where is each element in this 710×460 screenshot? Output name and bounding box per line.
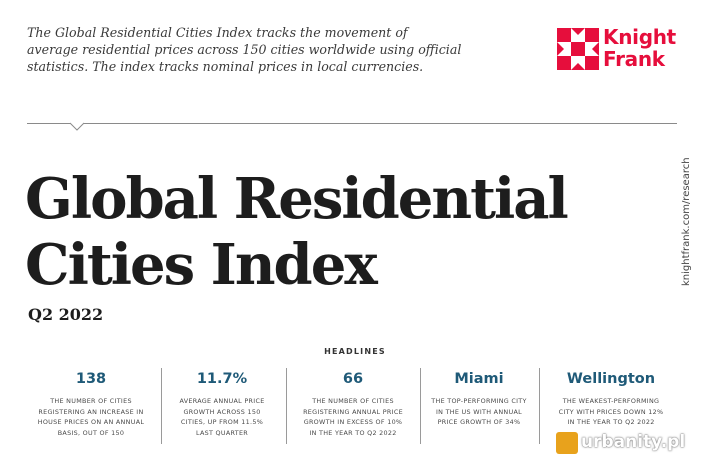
logo-line: Knight <box>603 25 676 49</box>
stat-desc-line: GROWTH IN EXCESS OF 10% <box>303 418 403 426</box>
stat-desc-line: THE NUMBER OF CITIES <box>312 397 394 405</box>
intro-line: statistics. The index tracks nominal pri… <box>27 59 424 74</box>
stat-desc-line: REGISTERING AN INCREASE IN <box>38 407 144 416</box>
stat-desc-line: GROWTH ACROSS 150 <box>183 407 261 416</box>
stat-desc-line: BASIS, OUT OF 150 <box>57 428 125 437</box>
stat-value: 66 <box>342 371 364 387</box>
stat-description: THE NUMBER OF CITIES REGISTERING AN INCR… <box>28 396 154 438</box>
stat-desc-line: AVERAGE ANNUAL PRICE <box>179 397 265 405</box>
intro-line: average residential prices across 150 ci… <box>27 42 462 57</box>
stat-value: 138 <box>75 371 107 387</box>
knight-frank-logo-icon <box>557 28 599 70</box>
stat-desc-line: HOUSE PRICES ON AN ANNUAL <box>37 418 145 426</box>
stat-desc-line: THE WEAKEST-PERFORMING <box>562 397 660 405</box>
stat-desc-line: PRICE GROWTH OF 34% <box>437 418 521 426</box>
stat-desc-line: CITIES, UP FROM 11.5% <box>180 418 264 426</box>
page-title: Global Residential Cities Index <box>25 166 665 298</box>
stat-description: THE NUMBER OF CITIES REGISTERING ANNUAL … <box>290 396 416 438</box>
divider-notch-icon <box>70 122 84 131</box>
stat-desc-line: CITY WITH PRICES DOWN 12% <box>558 407 664 416</box>
title-line: Global Residential <box>25 166 569 232</box>
stat-divider <box>286 368 287 444</box>
headlines-heading: HEADLINES <box>324 347 386 356</box>
logo-wordmark: Knight Frank <box>603 26 676 70</box>
intro-line: The Global Residential Cities Index trac… <box>27 25 408 40</box>
stat-card: Miami THE TOP-PERFORMING CITY IN THE US … <box>416 366 542 460</box>
stat-divider <box>539 368 540 444</box>
stat-card: 11.7% AVERAGE ANNUAL PRICE GROWTH ACROSS… <box>159 366 285 460</box>
stat-card: Wellington THE WEAKEST-PERFORMING CITY W… <box>548 366 674 460</box>
stat-divider <box>161 368 162 444</box>
stat-card: 138 THE NUMBER OF CITIES REGISTERING AN … <box>28 366 154 460</box>
stat-divider <box>420 368 421 444</box>
logo-line: Frank <box>603 47 665 71</box>
stat-description: THE TOP-PERFORMING CITY IN THE US WITH A… <box>416 396 542 428</box>
stat-card: 66 THE NUMBER OF CITIES REGISTERING ANNU… <box>290 366 416 460</box>
side-url-link[interactable]: knightfrank.com/research <box>681 157 692 286</box>
stat-desc-line: IN THE YEAR TO Q2 2022 <box>567 418 655 426</box>
stat-desc-line: THE NUMBER OF CITIES <box>50 397 132 405</box>
stat-description: AVERAGE ANNUAL PRICE GROWTH ACROSS 150 C… <box>159 396 285 438</box>
stat-value: Miami <box>454 371 504 387</box>
divider <box>27 123 677 124</box>
watermark-logo-icon <box>556 432 578 454</box>
title-line: Cities Index <box>25 232 378 298</box>
watermark-text: urbanity.pl <box>581 432 686 452</box>
stat-desc-line: IN THE US WITH ANNUAL <box>435 407 523 416</box>
quarter-label: Q2 2022 <box>28 305 104 324</box>
stat-desc-line: THE TOP-PERFORMING CITY <box>431 397 527 405</box>
stat-desc-line: REGISTERING ANNUAL PRICE <box>303 407 403 416</box>
headline-stats: 138 THE NUMBER OF CITIES REGISTERING AN … <box>28 366 686 460</box>
intro-text: The Global Residential Cities Index trac… <box>27 24 497 75</box>
stat-desc-line: IN THE YEAR TO Q2 2022 <box>309 428 397 437</box>
stat-desc-line: LAST QUARTER <box>195 428 249 437</box>
stat-description: THE WEAKEST-PERFORMING CITY WITH PRICES … <box>548 396 674 428</box>
stat-value: Wellington <box>566 371 656 387</box>
stat-value: 11.7% <box>196 371 248 387</box>
